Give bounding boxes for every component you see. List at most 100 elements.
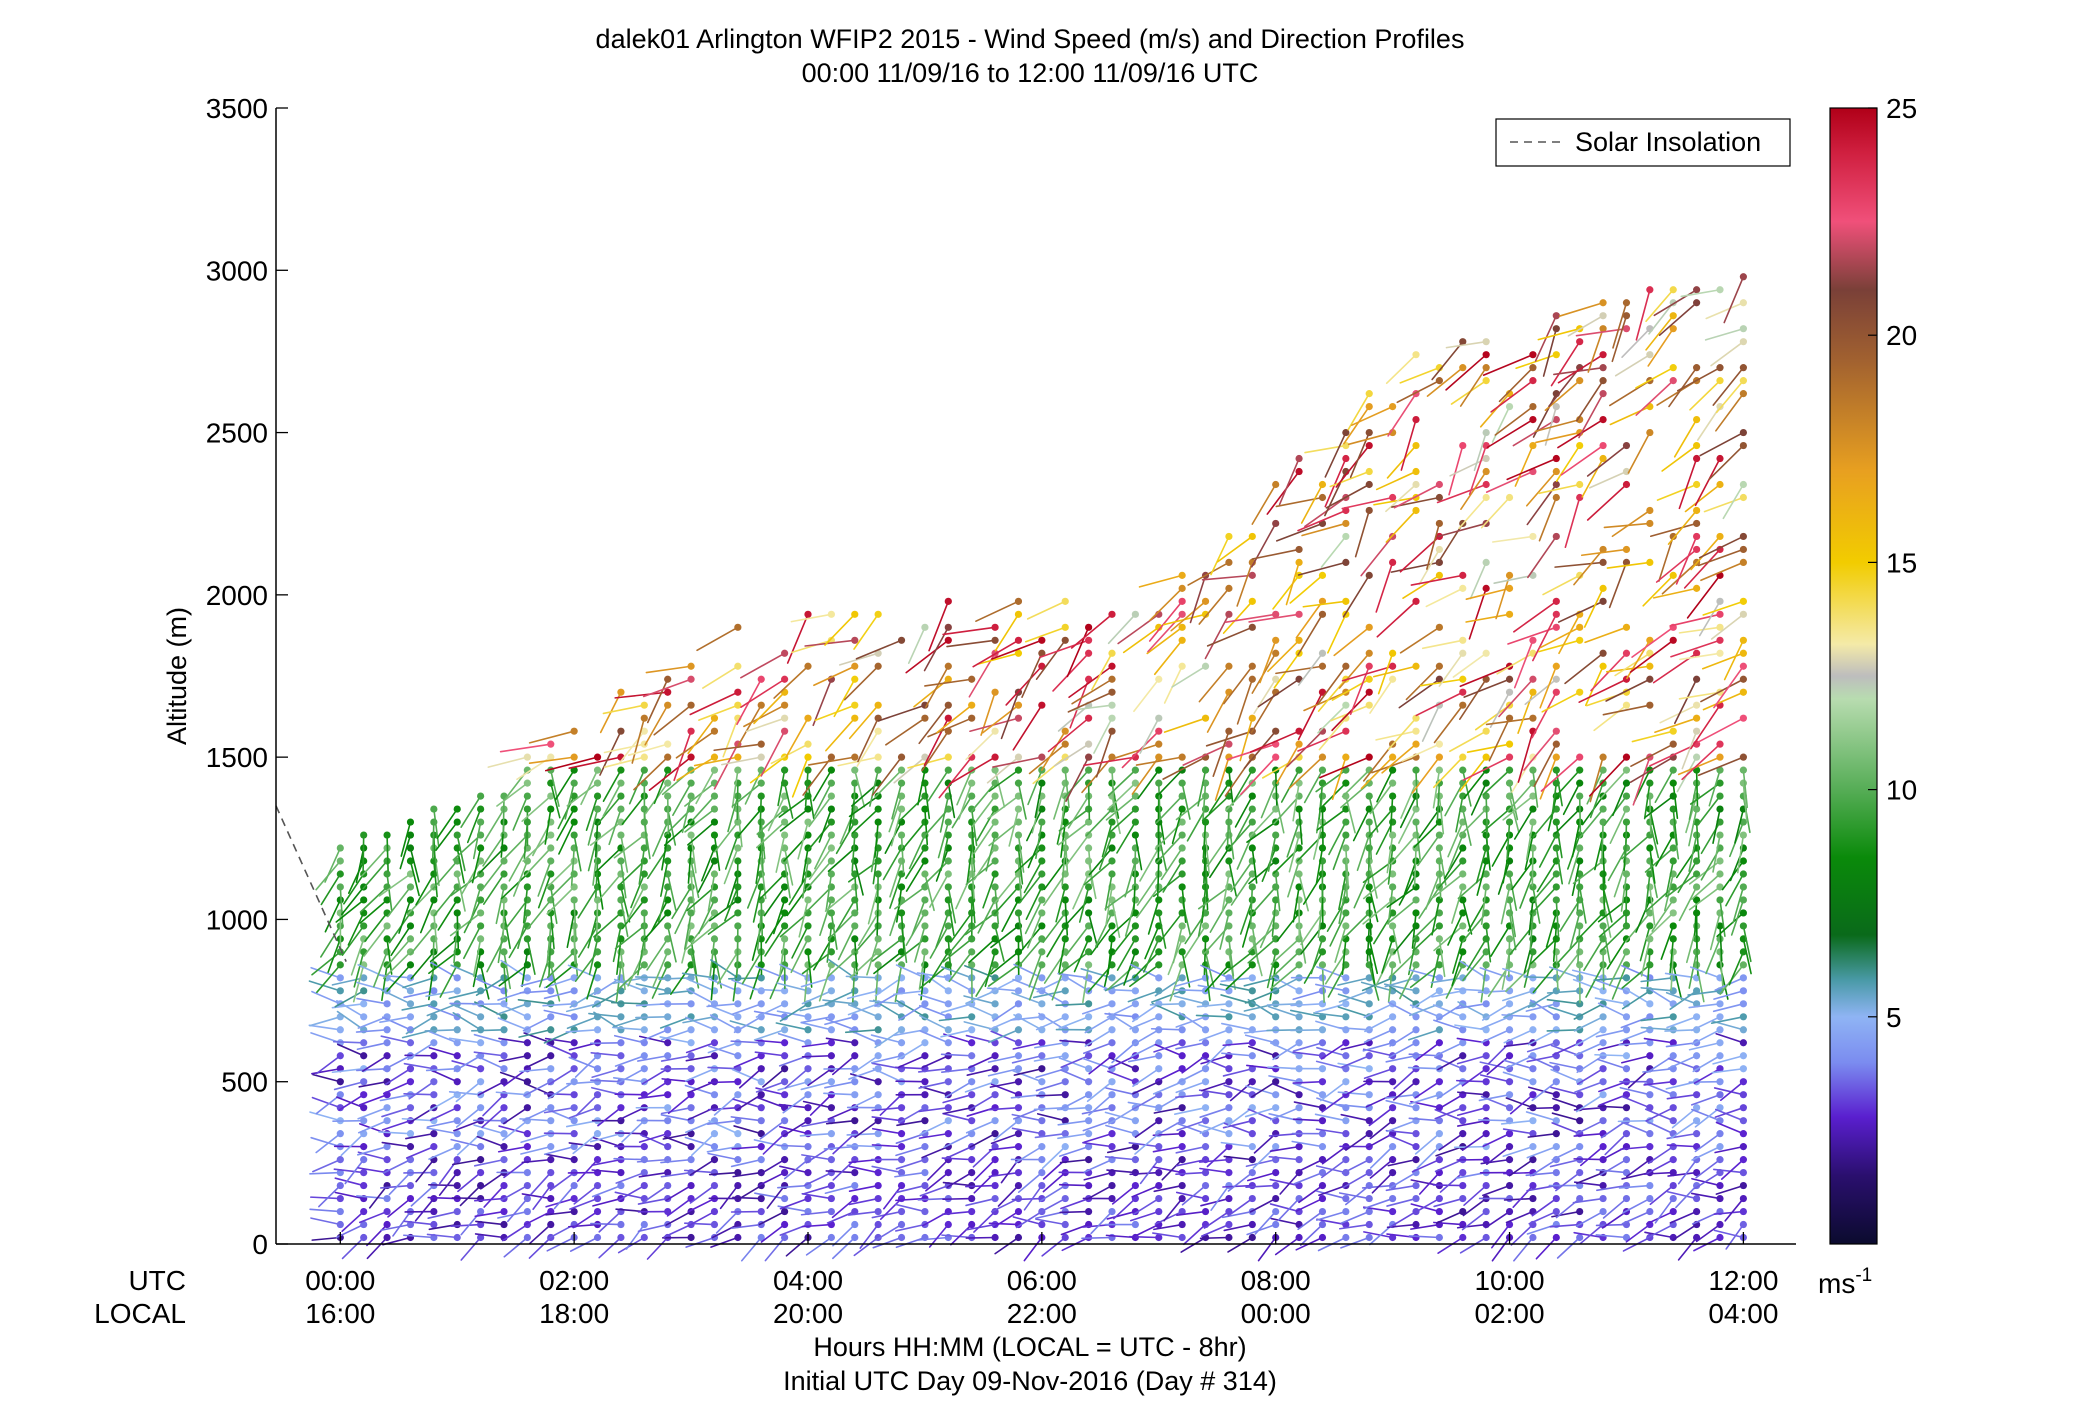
wind-barb-dot (664, 857, 672, 865)
wind-barb-dot (827, 1156, 835, 1164)
wind-barb-dot (874, 1091, 882, 1099)
wind-barb-dot (1038, 922, 1046, 930)
wind-barb-dot (1318, 1039, 1327, 1047)
wind-barb-dot (640, 1052, 648, 1060)
wind-barb-shaft (707, 1004, 739, 1018)
wind-barb-dot (1318, 1181, 1327, 1190)
wind-barb-dot (1482, 1052, 1490, 1060)
wind-barb-dot (1038, 870, 1046, 878)
wind-barb-dot (687, 662, 695, 670)
wind-barb-dot (1622, 649, 1631, 657)
wind-barb-dot (1178, 1052, 1186, 1060)
wind-barb-dot (827, 1233, 835, 1242)
wind-barb-dot (1014, 636, 1023, 644)
wind-barb-shaft (1150, 1027, 1183, 1031)
wind-barb-shaft (452, 1158, 482, 1166)
wind-barb-dot (547, 831, 555, 839)
wind-barb-dot (804, 1091, 812, 1099)
wind-barb-dot (453, 974, 461, 982)
wind-barb-dot (1178, 922, 1186, 930)
wind-barb-dot (1201, 1181, 1210, 1190)
wind-barb-shaft (331, 1067, 365, 1074)
wind-barb-dot (921, 1039, 929, 1047)
wind-barb-dot (1459, 1130, 1467, 1138)
wind-barb-shaft (475, 977, 505, 996)
wind-barb-dot (664, 1013, 672, 1021)
wind-barb-shaft (403, 1220, 435, 1226)
wind-barb-dot (827, 779, 835, 787)
wind-barb-dot (1038, 1000, 1046, 1008)
wind-barb-shaft (642, 678, 692, 698)
wind-barb-shaft (613, 978, 646, 992)
wind-barb-shaft (497, 1145, 529, 1153)
wind-barb-dot (523, 1143, 531, 1151)
wind-barb-dot (944, 1220, 952, 1229)
wind-barb-dot (1365, 480, 1373, 489)
wind-barb-shaft (338, 1093, 365, 1111)
wind-barb-dot (664, 792, 672, 800)
wind-barb-shaft (673, 730, 692, 782)
wind-barb-shaft (621, 1119, 646, 1143)
wind-barb-dot (1622, 753, 1631, 761)
wind-barb-dot (874, 831, 882, 839)
wind-barb-shaft (450, 873, 482, 897)
wind-barb-dot (1459, 1181, 1467, 1190)
wind-barb-dot (1038, 1181, 1046, 1190)
wind-barb-shaft (590, 1052, 622, 1057)
wind-barb-shaft (390, 925, 412, 957)
wind-barb-dot (687, 1233, 695, 1242)
wind-barb-dot (734, 1052, 742, 1060)
wind-barb-dot (1622, 948, 1631, 956)
wind-barb-dot (1085, 1000, 1093, 1008)
wind-barb-dot (453, 1143, 461, 1151)
wind-barb-shaft (686, 988, 716, 1005)
wind-barb-dot (1646, 1130, 1654, 1138)
wind-barb-dot (453, 896, 461, 904)
wind-barb-dot (406, 1000, 415, 1008)
wind-barb-dot (1435, 831, 1443, 839)
wind-barb-dot (710, 1156, 719, 1164)
wind-barb-dot (1529, 1233, 1537, 1242)
wind-barb-shaft (474, 1210, 505, 1218)
wind-barb-dot (1482, 961, 1490, 969)
wind-barb-dot (1038, 948, 1046, 956)
wind-barb-dot (1459, 922, 1467, 930)
wind-barb-dot (1342, 441, 1350, 450)
wind-barb-dot (1225, 857, 1233, 865)
wind-barb-dot (477, 1143, 485, 1151)
wind-barb-dot (734, 909, 742, 917)
wind-barb-dot (1131, 1168, 1139, 1177)
wind-barb-dot (781, 1117, 789, 1125)
wind-barb-shaft (433, 912, 438, 952)
wind-barb-dot (757, 1117, 765, 1125)
wind-barb-dot (1178, 870, 1186, 878)
wind-barb-dot (336, 857, 344, 865)
wind-barb-dot (1108, 857, 1116, 865)
wind-barb-shaft (611, 1026, 646, 1031)
wind-barb-dot (617, 831, 625, 839)
wind-barb-dot (1482, 727, 1490, 735)
wind-barb-shaft (580, 769, 599, 806)
wind-barb-dot (336, 974, 344, 982)
wind-barb-dot (1459, 1117, 1467, 1125)
wind-barb-dot (1412, 727, 1420, 735)
wind-barb-shaft (1081, 1236, 1113, 1240)
wind-barb-dot (734, 1013, 742, 1021)
wind-barb-dot (1155, 961, 1163, 969)
wind-barb-dot (453, 1117, 461, 1125)
wind-barb-dot (1342, 454, 1350, 463)
wind-barb-dot (664, 675, 672, 683)
wind-barb-dot (734, 922, 742, 930)
wind-barb-dot (500, 1065, 508, 1073)
wind-barb-shaft (495, 1091, 529, 1096)
wind-barb-dot (500, 1156, 508, 1164)
wind-barb-dot (710, 805, 719, 813)
wind-barb-dot (547, 844, 555, 852)
wind-barb-shaft (638, 847, 646, 885)
wind-barb-shaft (662, 1132, 692, 1140)
wind-barb-dot (593, 1091, 602, 1099)
wind-barb-dot (1622, 792, 1631, 800)
wind-barb-dot (921, 870, 929, 878)
wind-barb-shaft (1601, 821, 1604, 860)
wind-barb-dot (1459, 441, 1467, 450)
